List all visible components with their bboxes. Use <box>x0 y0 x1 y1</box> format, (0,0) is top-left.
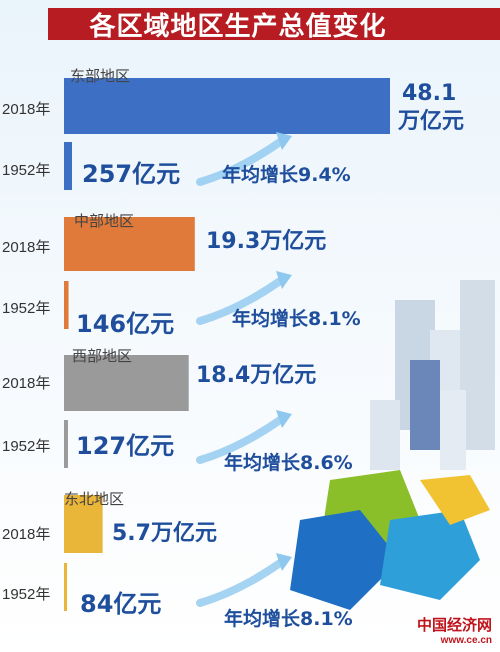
bar-1952-2 <box>64 420 68 468</box>
site-url: www.ce.cn <box>440 635 492 646</box>
year-label-2018: 2018年 <box>2 526 51 543</box>
growth-arrow-1 <box>196 277 284 325</box>
growth-arrow-0 <box>196 138 284 186</box>
year-label-1952: 1952年 <box>2 162 51 179</box>
year-label-2018: 2018年 <box>2 239 51 256</box>
bar-1952-3 <box>64 563 67 611</box>
value-2018-central: 19.3万亿元 <box>206 229 327 254</box>
bar-2018-1 <box>64 217 195 271</box>
chart-title: 各区域地区生产总值变化 <box>89 12 387 42</box>
value-1952-west: 127亿元 <box>76 432 175 460</box>
year-label-1952: 1952年 <box>2 438 51 455</box>
growth-rate-northeast: 年均增长8.1% <box>224 608 353 630</box>
growth-arrowhead-1 <box>276 271 292 289</box>
growth-rate-east: 年均增长9.4% <box>222 164 351 186</box>
decoration-art <box>290 280 495 610</box>
year-label-2018: 2018年 <box>2 375 51 392</box>
region-label-central: 中部地区 <box>74 212 135 230</box>
title-band <box>48 8 500 40</box>
bar-1952-1 <box>64 281 69 329</box>
value-1952-northeast: 84亿元 <box>80 590 162 618</box>
growth-arrow-2 <box>196 416 284 464</box>
site-logo-text: 中国经济网 <box>416 616 492 634</box>
growth-rate-west: 年均增长8.6% <box>224 452 353 474</box>
year-label-2018: 2018年 <box>2 101 51 118</box>
region-label-east: 东部地区 <box>70 67 131 85</box>
bar-2018-2 <box>64 355 189 411</box>
growth-arrowhead-3 <box>276 553 292 571</box>
value-1952-central: 146亿元 <box>76 310 175 338</box>
value-2018-east: 48.1 <box>402 81 457 106</box>
bar-2018-0 <box>64 78 390 134</box>
growth-arrow-3 <box>196 559 284 607</box>
growth-rate-central: 年均增长8.1% <box>232 308 361 330</box>
value-2018-west: 18.4万亿元 <box>196 363 317 388</box>
growth-arrowhead-0 <box>276 132 292 150</box>
year-label-1952: 1952年 <box>2 586 51 603</box>
value-2018-east-unit: 万亿元 <box>398 109 465 134</box>
bar-2018-3 <box>64 495 103 553</box>
value-1952-east: 257亿元 <box>82 160 181 188</box>
region-label-northeast: 东北地区 <box>64 490 125 508</box>
growth-arrowhead-2 <box>276 410 292 428</box>
region-label-west: 西部地区 <box>72 347 133 365</box>
bar-1952-0 <box>64 142 72 190</box>
site-logo[interactable]: 中国经济网 www.ce.cn <box>417 614 492 646</box>
value-2018-northeast: 5.7万亿元 <box>112 521 217 546</box>
year-label-1952: 1952年 <box>2 300 51 317</box>
